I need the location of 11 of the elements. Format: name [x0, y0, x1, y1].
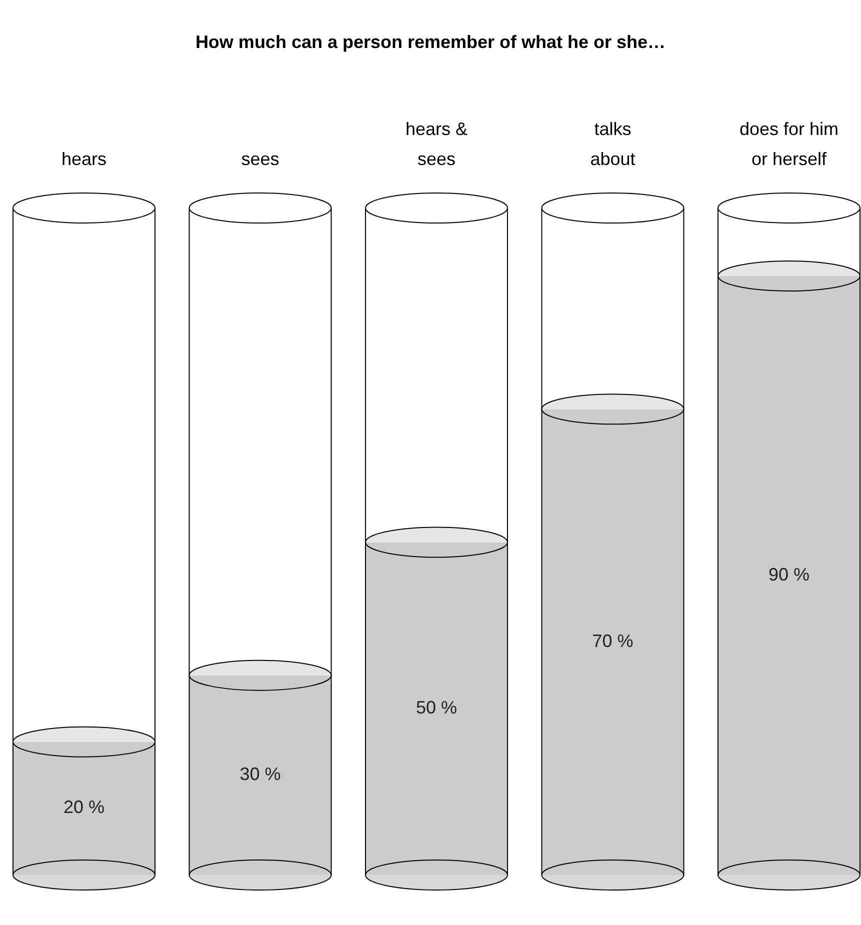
data-label: 30 % — [240, 764, 281, 784]
chart-title: How much can a person remember of what he or she… — [195, 32, 666, 52]
data-label: 20 % — [63, 797, 105, 818]
x-tick-label: hears — [61, 149, 107, 169]
data-label: 50 % — [416, 697, 458, 718]
x-tick-label: sees — [241, 149, 280, 169]
x-tick-label: hears & sees — [405, 119, 468, 169]
data-label: 70 % — [592, 630, 634, 651]
data-label: 90 % — [768, 564, 810, 584]
x-tick-label: talks about — [590, 119, 636, 169]
x-tick-label: does for him or herself — [739, 119, 839, 169]
